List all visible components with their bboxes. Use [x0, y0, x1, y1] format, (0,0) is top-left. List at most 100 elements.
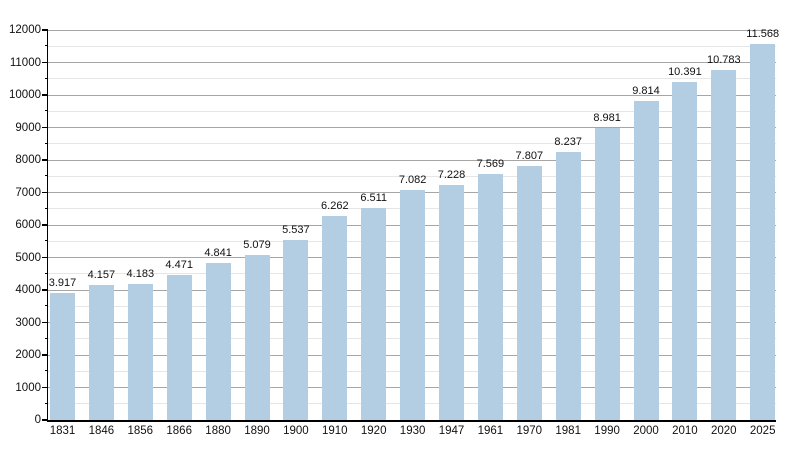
- bar: [672, 82, 698, 420]
- y-axis-major-tick: [42, 289, 48, 291]
- x-tick-label: 1981: [555, 425, 581, 437]
- gridline-minor: [48, 110, 776, 112]
- x-tick-label: 1970: [516, 425, 543, 437]
- bar-value-label: 7.228: [437, 169, 466, 182]
- y-tick-label: 11000: [9, 56, 41, 69]
- y-tick-label: 4000: [15, 284, 41, 296]
- gridline-major: [48, 94, 776, 96]
- y-axis-line: [46, 29, 48, 421]
- x-tick-label: 1866: [166, 425, 192, 437]
- bar: [516, 166, 542, 420]
- x-tick-label: 2025: [749, 425, 776, 437]
- bar-value-label: 5.079: [243, 238, 271, 251]
- bar: [50, 292, 75, 420]
- x-tick-label: 1910: [322, 425, 348, 437]
- y-axis-major-tick: [42, 29, 48, 31]
- y-tick-label: 2000: [15, 349, 41, 361]
- bar: [400, 189, 426, 420]
- bar-value-label: 4.157: [87, 268, 116, 281]
- bar: [88, 284, 114, 420]
- bar-value-label: 4.841: [204, 246, 232, 259]
- x-tick-label: 1846: [88, 425, 115, 437]
- x-tick-label: 1880: [205, 425, 231, 437]
- y-axis-minor-tick: [44, 402, 48, 404]
- bar-value-label: 6.511: [360, 192, 388, 205]
- x-tick-label: 1990: [594, 425, 620, 437]
- x-tick-label: 1947: [438, 425, 465, 437]
- y-tick-label: 5000: [15, 251, 41, 264]
- bar-value-label: 4.471: [165, 258, 193, 271]
- x-tick-label: 1856: [127, 425, 154, 437]
- y-axis-minor-tick: [44, 272, 48, 274]
- bar-value-label: 7.807: [515, 150, 544, 163]
- gridline-minor: [48, 175, 776, 177]
- bar: [439, 185, 464, 420]
- x-tick-label: 2000: [633, 425, 659, 437]
- y-axis-minor-tick: [44, 175, 48, 177]
- x-tick-label: 1961: [477, 425, 504, 437]
- bar: [127, 284, 153, 420]
- y-tick-label: 9000: [15, 121, 41, 134]
- x-tick-label: 1920: [360, 425, 387, 437]
- x-axis-line: [46, 420, 776, 422]
- y-axis-major-tick: [42, 419, 48, 421]
- gridline-major: [48, 127, 776, 128]
- y-tick-label: 0: [34, 414, 41, 426]
- bar-value-label: 4.183: [126, 268, 155, 281]
- bar-value-label: 5.537: [282, 224, 310, 237]
- bar: [244, 254, 270, 420]
- y-axis-minor-tick: [44, 305, 48, 307]
- y-axis-minor-tick: [44, 45, 48, 47]
- x-tick-label: 1900: [283, 425, 309, 437]
- gridline-major: [48, 159, 776, 161]
- bar-value-label: 6.262: [321, 200, 349, 213]
- gridline-major: [48, 29, 776, 31]
- x-tick-label: 1890: [244, 425, 270, 437]
- x-tick-label: 2010: [672, 425, 698, 437]
- y-axis-minor-tick: [44, 207, 48, 209]
- y-axis-major-tick: [42, 354, 48, 356]
- y-axis-major-tick: [42, 191, 48, 193]
- y-tick-label: 7000: [15, 186, 41, 199]
- y-axis-major-tick: [42, 61, 48, 63]
- bar-value-label: 11.568: [746, 28, 780, 41]
- bar-value-label: 10.391: [668, 66, 702, 79]
- bar-value-label: 7.569: [476, 158, 505, 170]
- bar: [283, 240, 309, 420]
- gridline-minor: [48, 45, 776, 47]
- y-axis-major-tick: [42, 159, 48, 161]
- x-tick-label: 1831: [49, 425, 76, 437]
- y-tick-label: 12000: [9, 24, 41, 36]
- bar: [750, 44, 776, 420]
- bar-value-label: 8.237: [554, 136, 582, 149]
- bar-value-label: 9.814: [632, 85, 660, 98]
- bar: [205, 262, 231, 420]
- bar: [477, 174, 503, 420]
- bar-value-label: 7.082: [398, 173, 427, 186]
- x-tick-label: 2020: [711, 425, 737, 437]
- y-axis-major-tick: [42, 126, 48, 128]
- y-axis-minor-tick: [44, 77, 48, 79]
- y-axis-major-tick: [42, 256, 48, 258]
- x-tick-label: 1930: [399, 425, 426, 437]
- y-tick-label: 10000: [9, 89, 41, 101]
- y-tick-label: 6000: [15, 219, 41, 231]
- bar: [166, 274, 192, 420]
- bar: [322, 216, 348, 420]
- bar-value-label: 3.917: [48, 276, 77, 289]
- y-axis-major-tick: [42, 94, 48, 96]
- y-axis-minor-tick: [44, 337, 48, 339]
- bar: [555, 152, 581, 420]
- y-tick-label: 3000: [15, 316, 41, 329]
- y-axis-major-tick: [42, 321, 48, 323]
- bar: [361, 208, 387, 420]
- bar: [711, 69, 737, 420]
- bar-value-label: 8.981: [593, 112, 621, 125]
- y-axis-major-tick: [42, 386, 48, 388]
- gridline-minor: [48, 143, 776, 145]
- y-axis-minor-tick: [44, 370, 48, 372]
- y-axis-minor-tick: [44, 110, 48, 112]
- bar: [594, 128, 620, 420]
- y-tick-label: 8000: [15, 154, 41, 166]
